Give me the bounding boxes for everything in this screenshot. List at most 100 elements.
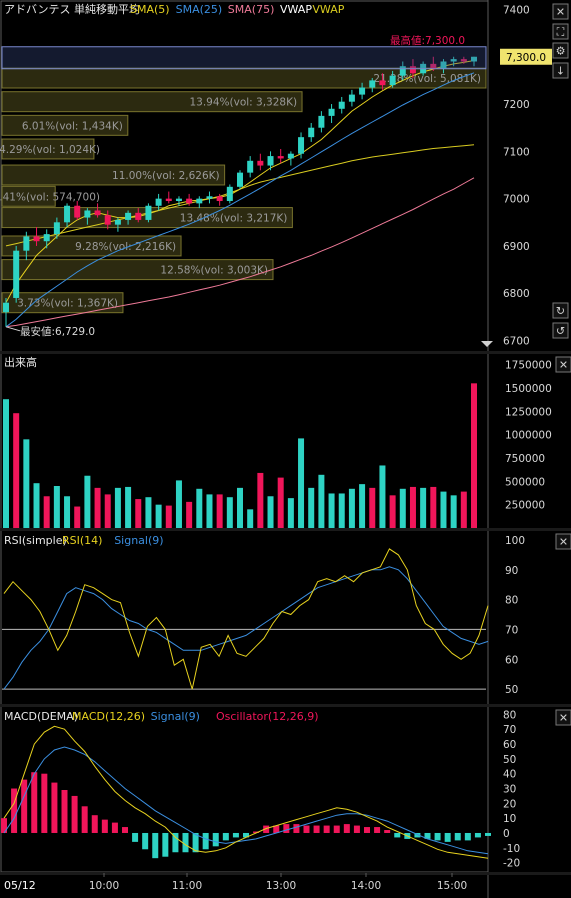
expand-icon[interactable]: ⛶ (557, 26, 565, 39)
macd-oscillator-bar (454, 832, 461, 841)
price-legend-2: SMA(75) (228, 3, 275, 16)
volume-bar (379, 465, 386, 528)
volume-profile-label: 6.01%(vol: 1,434K) (22, 120, 123, 132)
volume-bar (74, 506, 81, 528)
macd-panel-title: MACD(DEMA) (4, 710, 78, 723)
close-volume-icon[interactable]: ✕ (559, 359, 568, 372)
volume-bar (186, 501, 193, 528)
volume-bar (399, 488, 406, 528)
volume-profile-label: 11.00%(vol: 2,626K) (112, 170, 220, 182)
macd-oscillator-bar (384, 830, 391, 833)
close-rsi-icon[interactable]: ✕ (559, 536, 568, 549)
macd-oscillator-bar (71, 795, 78, 833)
price-tick: 7200 (503, 99, 530, 111)
rsi-legend-1: Signal(9) (114, 534, 163, 547)
reset-icon[interactable]: ↺ (556, 325, 565, 338)
volume-bar (23, 439, 30, 528)
volume-bar (471, 383, 477, 528)
expand-icon-frame[interactable] (552, 23, 569, 40)
gear-icon[interactable]: ⚙ (556, 45, 566, 58)
price-legend-1: SMA(25) (176, 3, 223, 16)
volume-bar (318, 474, 325, 528)
volume-bar (287, 498, 294, 528)
macd-tick: 50 (503, 754, 516, 766)
macd-oscillator-bar (61, 790, 68, 833)
scroll-down-icon[interactable] (481, 341, 493, 347)
volume-profile-label: 9.28%(vol: 2,216K) (75, 241, 176, 253)
volume-bar (84, 475, 91, 528)
reset-icon-frame[interactable] (552, 322, 569, 339)
volume-bar (237, 487, 243, 528)
macd-oscillator-bar (91, 815, 98, 833)
volume-profile-label: 21.28%(vol: 5,081K) (373, 73, 481, 85)
high-label: 最高値:7,300.0 (390, 34, 465, 47)
close-rsi-icon-frame[interactable] (555, 533, 571, 550)
volume-profile-label: 13.94%(vol: 3,328K) (189, 97, 297, 109)
candle-body (267, 156, 274, 166)
volume-bar (43, 496, 50, 528)
macd-tick: 70 (503, 724, 516, 736)
macd-oscillator-bar (303, 825, 310, 833)
candle-body (450, 59, 457, 62)
refresh-icon-frame[interactable] (552, 302, 569, 319)
rsi-tick: 90 (505, 565, 518, 577)
macd-tick: 10 (503, 813, 516, 825)
candle-body (3, 302, 9, 313)
volume-bar (135, 499, 142, 528)
macd-signal-line (3, 746, 489, 855)
macd-oscillator-bar (434, 832, 441, 841)
download-icon-frame[interactable] (552, 62, 569, 79)
close-macd-icon-frame[interactable] (555, 709, 571, 726)
close-icon[interactable]: ✕ (556, 6, 565, 19)
sma75-line (5, 177, 475, 328)
volume-profile-bar (1, 185, 56, 207)
current-price-band (1, 46, 487, 70)
candle-body (379, 80, 386, 86)
macd-oscillator-bar (1, 818, 7, 833)
macd-oscillator-bar (293, 824, 300, 833)
close-icon-frame[interactable] (552, 3, 569, 20)
volume-bar (440, 491, 447, 528)
volume-tick: 750000 (505, 453, 545, 465)
price-legend-4: VWAP (312, 3, 344, 16)
macd-tick: 80 (503, 709, 516, 721)
macd-oscillator-bar (364, 827, 370, 833)
macd-oscillator-bar (485, 832, 491, 836)
candle-body (298, 137, 305, 154)
close-volume-icon-frame[interactable] (555, 356, 571, 373)
volume-profile-bar (1, 91, 303, 113)
candle-body (84, 210, 91, 218)
volume-bar (267, 496, 274, 528)
candle-body (206, 196, 213, 199)
candle-body (94, 210, 101, 216)
panel-separator (0, 872, 571, 875)
candle-body (145, 205, 152, 220)
volume-bar (94, 487, 101, 528)
volume-bar (389, 495, 396, 528)
price-tick: 7100 (503, 146, 530, 158)
macd-oscillator-bar (152, 832, 159, 859)
volume-profile-label: 4.29%(vol: 1,024K) (0, 144, 100, 156)
rsi-tick: 80 (505, 595, 518, 607)
gear-icon-frame[interactable] (552, 42, 569, 59)
candle-body (247, 160, 254, 173)
macd-oscillator-bar (353, 825, 360, 833)
macd-oscillator-bar (212, 832, 219, 847)
download-icon[interactable]: ↓ (556, 65, 565, 78)
volume-tick: 1000000 (505, 430, 552, 442)
close-macd-icon[interactable]: ✕ (559, 712, 568, 725)
volume-bar (247, 509, 254, 528)
sma25-line (5, 72, 475, 328)
macd-oscillator-bar (132, 832, 139, 842)
candle-body (186, 198, 193, 204)
low-label: 最安値:6,729.0 (20, 325, 95, 338)
volume-bar (328, 493, 335, 528)
candle-body (165, 198, 172, 202)
macd-line (3, 725, 489, 859)
candle-body (460, 59, 467, 62)
time-label: 15:00 (437, 880, 467, 892)
macd-oscillator-bar (21, 779, 28, 833)
volume-bar (125, 486, 132, 528)
refresh-icon[interactable]: ↻ (556, 305, 565, 318)
macd-tick: 60 (503, 739, 516, 751)
